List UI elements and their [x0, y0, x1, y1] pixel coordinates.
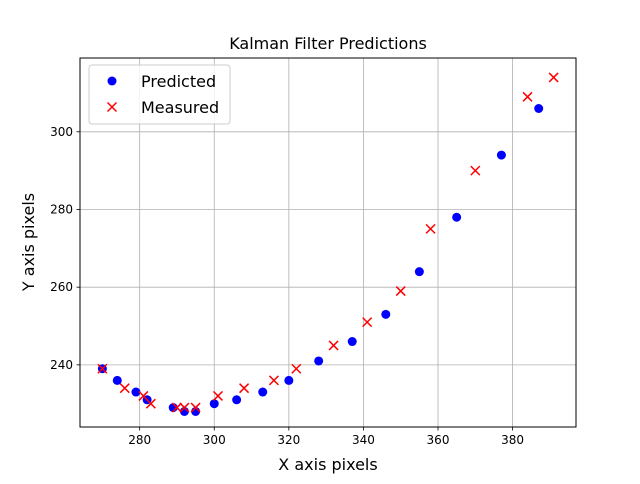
predicted-point — [496, 150, 506, 160]
predicted-point — [131, 387, 141, 397]
measured-point — [171, 402, 182, 413]
x-tick-label: 300 — [203, 433, 226, 447]
legend-label-predicted: Predicted — [141, 72, 216, 91]
x-axis-label: X axis pixels — [278, 455, 377, 474]
measured-point — [190, 402, 201, 413]
predicted-point — [534, 103, 544, 113]
predicted-point — [232, 395, 242, 405]
measured-point — [239, 383, 250, 394]
predicted-point — [347, 337, 357, 347]
measured-point — [328, 340, 339, 351]
measured-point — [119, 383, 130, 394]
measured-point — [138, 390, 149, 401]
measured-point — [548, 72, 559, 83]
x-tick-label: 280 — [128, 433, 151, 447]
y-axis-label: Y axis pixels — [19, 193, 38, 292]
predicted-point — [452, 212, 462, 222]
measured-point — [395, 286, 406, 297]
measured-point — [362, 317, 373, 328]
predicted-point — [284, 375, 294, 385]
x-tick-label: 340 — [352, 433, 375, 447]
plot-frame — [79, 57, 577, 428]
legend-marker-predicted — [107, 76, 117, 86]
predicted-point — [258, 387, 268, 397]
predicted-point — [414, 267, 424, 277]
legend: Predicted Measured — [88, 64, 231, 125]
data-points — [97, 72, 559, 416]
measured-point — [212, 390, 224, 401]
legend-marker-measured — [106, 101, 118, 113]
predicted-point — [209, 399, 219, 409]
measured-point — [522, 91, 533, 102]
legend-label-measured: Measured — [141, 98, 219, 117]
y-tick-label: 300 — [50, 125, 73, 139]
measured-point — [291, 363, 302, 374]
y-tick-label: 240 — [50, 358, 73, 372]
measured-point — [179, 402, 190, 413]
x-tick-label: 320 — [277, 433, 300, 447]
legend-box — [88, 64, 231, 125]
predicted-point — [314, 356, 324, 366]
measured-point — [425, 223, 436, 234]
axis-ticks: 280 300 320 340 360 380 240 260 280 300 — [50, 125, 524, 447]
measured-point — [470, 165, 481, 176]
y-tick-label: 280 — [50, 202, 73, 216]
measured-point — [97, 363, 108, 374]
predicted-point — [112, 375, 122, 385]
x-tick-label: 380 — [501, 433, 524, 447]
predicted-point — [381, 309, 391, 319]
chart-title: Kalman Filter Predictions — [229, 34, 427, 53]
y-tick-label: 260 — [50, 280, 73, 294]
measured-point — [268, 375, 279, 386]
x-tick-label: 360 — [427, 433, 450, 447]
measured-point — [145, 398, 156, 409]
